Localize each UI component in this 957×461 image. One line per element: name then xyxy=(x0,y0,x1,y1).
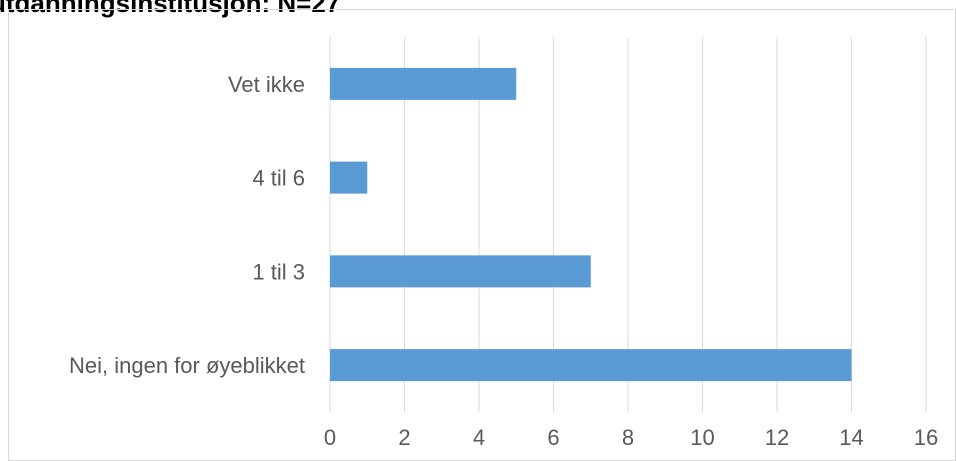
category-labels: Nei, ingen for øyeblikket 1 til 3 4 til 6 V… xyxy=(69,72,305,378)
x-tick-label: 8 xyxy=(622,425,634,450)
bar xyxy=(330,349,852,382)
x-tick-label: 10 xyxy=(690,425,714,450)
x-tick-label: 14 xyxy=(839,425,863,450)
bars xyxy=(330,67,852,382)
x-tick-label: 16 xyxy=(914,425,938,450)
x-tick-label: 4 xyxy=(473,425,485,450)
bar xyxy=(330,161,368,194)
bar xyxy=(330,255,591,288)
category-label: Vet ikke xyxy=(228,72,305,97)
category-label: 1 til 3 xyxy=(252,259,305,284)
x-tick-labels: 0 2 4 6 8 10 12 14 16 xyxy=(324,425,938,450)
x-tick-label: 0 xyxy=(324,425,336,450)
category-label: Nei, ingen for øyeblikket xyxy=(69,353,305,378)
bar xyxy=(330,67,517,100)
category-label: 4 til 6 xyxy=(252,166,305,191)
x-tick-label: 12 xyxy=(765,425,789,450)
x-tick-label: 6 xyxy=(547,425,559,450)
x-tick-label: 2 xyxy=(398,425,410,450)
